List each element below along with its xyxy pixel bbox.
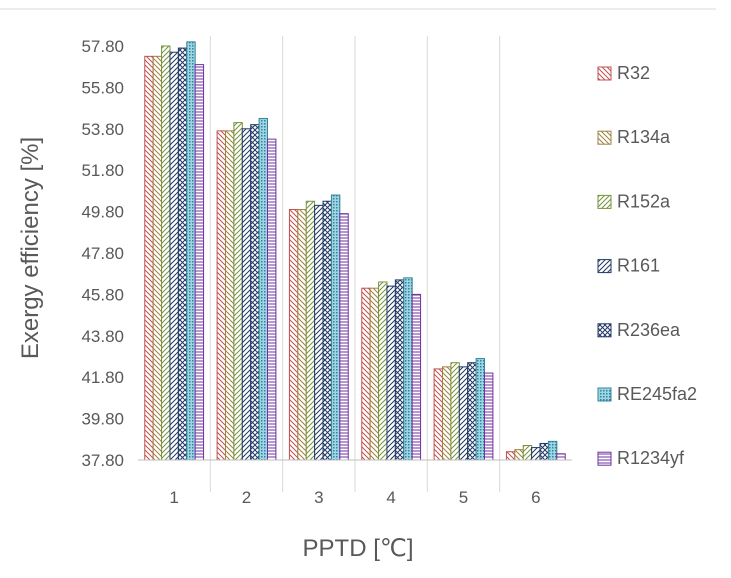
bar-r1234yf-1 bbox=[194, 64, 205, 461]
bar-r1234yf-4 bbox=[411, 293, 422, 461]
bar-r134a-4 bbox=[369, 287, 380, 461]
bar-r152a-6 bbox=[522, 445, 533, 461]
bar-re245fa2-1 bbox=[186, 41, 196, 461]
legend-item-r32: R32 bbox=[597, 63, 650, 83]
legend-label: RE245fa2 bbox=[617, 384, 697, 404]
bar-r32-1 bbox=[144, 55, 154, 461]
bar-r1234yf-2 bbox=[267, 138, 277, 461]
y-tick-label: 39.80 bbox=[81, 410, 124, 429]
bar-r134a-6 bbox=[514, 449, 524, 461]
bar-r152a-5 bbox=[450, 362, 460, 461]
bar-re245fa2-6 bbox=[547, 440, 558, 461]
legend-swatch bbox=[597, 130, 612, 145]
legend-label: R1234yf bbox=[617, 448, 685, 468]
y-tick-label: 45.80 bbox=[81, 285, 124, 304]
bar-r161-1 bbox=[169, 51, 179, 461]
y-tick-label: 53.80 bbox=[81, 120, 124, 139]
legend-swatch bbox=[597, 194, 612, 209]
legend-swatch bbox=[597, 66, 612, 81]
bar-r161-4 bbox=[386, 285, 396, 461]
y-tick-label: 43.80 bbox=[81, 327, 124, 346]
bar-r161-5 bbox=[458, 366, 469, 461]
y-tick-label: 47.80 bbox=[81, 244, 124, 263]
bar-r32-6 bbox=[505, 451, 516, 461]
bar-r236ea-4 bbox=[394, 279, 405, 461]
bar-r32-3 bbox=[288, 209, 299, 461]
bar-r161-3 bbox=[314, 204, 324, 461]
axes: 37.80 39.80 41.80 43.80 45.80 47.80 49.80 51.80… bbox=[81, 37, 572, 507]
bar-re245fa2-4 bbox=[403, 277, 413, 461]
x-tick-label: 5 bbox=[459, 488, 468, 507]
legend-item-re245fa2: RE245fa2 bbox=[597, 384, 697, 404]
legend-label: R236ea bbox=[617, 320, 681, 340]
legend-item-r152a: R152a bbox=[597, 191, 671, 211]
bar-r134a-5 bbox=[442, 366, 452, 461]
legend-swatch bbox=[597, 323, 612, 338]
bar-re245fa2-5 bbox=[475, 358, 486, 461]
y-tick-label: 51.80 bbox=[81, 161, 124, 180]
bars bbox=[144, 41, 566, 461]
legend-item-r161: R161 bbox=[597, 256, 660, 276]
x-tick-label: 3 bbox=[314, 488, 323, 507]
bar-r32-2 bbox=[216, 130, 227, 461]
legend-label: R161 bbox=[617, 256, 660, 276]
bar-r152a-4 bbox=[378, 281, 388, 461]
category-separators bbox=[209, 36, 501, 492]
x-axis-title: PPTD [℃] bbox=[303, 535, 414, 562]
bar-r236ea-1 bbox=[177, 47, 188, 461]
bar-r1234yf-5 bbox=[484, 372, 494, 461]
bar-r236ea-2 bbox=[250, 124, 260, 461]
x-tick-label: 6 bbox=[531, 488, 540, 507]
legend-label: R32 bbox=[617, 63, 650, 83]
legend-label: R134a bbox=[617, 127, 671, 147]
bar-r152a-3 bbox=[305, 200, 316, 461]
legend: R32 R134a R152a R161 R236ea RE245fa2 R1234yf bbox=[597, 63, 697, 468]
bar-r134a-1 bbox=[152, 55, 163, 461]
bar-r236ea-6 bbox=[539, 442, 549, 461]
legend-label: R152a bbox=[617, 191, 671, 211]
bar-r32-5 bbox=[433, 368, 444, 461]
bar-r161-2 bbox=[241, 128, 252, 461]
y-tick-label: 41.80 bbox=[81, 368, 124, 387]
bar-r152a-1 bbox=[161, 45, 171, 461]
y-tick-label: 57.80 bbox=[81, 37, 124, 56]
bar-r134a-3 bbox=[297, 209, 307, 461]
legend-item-r1234yf: R1234yf bbox=[597, 448, 685, 468]
bar-r1234yf-6 bbox=[556, 453, 566, 461]
bar-r32-4 bbox=[361, 287, 371, 461]
legend-swatch bbox=[597, 259, 612, 274]
legend-swatch bbox=[597, 451, 612, 466]
bar-r236ea-3 bbox=[322, 200, 332, 461]
bar-r236ea-5 bbox=[467, 362, 477, 461]
bar-r134a-2 bbox=[225, 130, 235, 461]
legend-swatch bbox=[597, 387, 612, 402]
bar-re245fa2-3 bbox=[330, 194, 341, 461]
y-tick-label: 55.80 bbox=[81, 78, 124, 97]
legend-item-r134a: R134a bbox=[597, 127, 671, 147]
y-axis-title: Exergy efficiency [%] bbox=[17, 137, 44, 359]
bar-r152a-2 bbox=[233, 122, 243, 461]
legend-item-r236ea: R236ea bbox=[597, 320, 681, 340]
bar-r1234yf-3 bbox=[339, 213, 349, 461]
x-tick-label: 4 bbox=[386, 488, 395, 507]
bar-r161-6 bbox=[531, 447, 541, 461]
x-tick-label: 1 bbox=[169, 488, 178, 507]
y-tick-label: 49.80 bbox=[81, 203, 124, 222]
bar-re245fa2-2 bbox=[258, 117, 269, 461]
x-tick-label: 2 bbox=[242, 488, 251, 507]
y-tick-label: 37.80 bbox=[81, 451, 124, 470]
